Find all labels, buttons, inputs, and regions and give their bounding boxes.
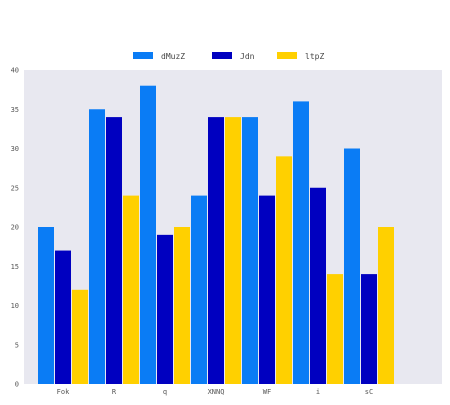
x-tick-label: q: [163, 388, 167, 396]
legend-swatch-ltpZ: [277, 52, 297, 59]
bar-ltpZ-Fok: [72, 289, 88, 384]
legend-label-Jdn: Jdn: [240, 52, 255, 61]
bar-ltpZ-q: [174, 227, 190, 384]
bar-Jdn-sC: [361, 274, 377, 384]
x-tick-label: R: [112, 388, 117, 396]
legend-swatch-Jdn: [212, 52, 232, 59]
y-tick-label: 40: [11, 67, 19, 75]
bar-Jdn-q: [157, 234, 173, 384]
bar-dMuzZ-R: [89, 109, 105, 384]
bar-dMuzZ-i: [293, 101, 309, 385]
bar-Jdn-i: [310, 187, 326, 384]
y-axis: 0 5 10 15 20 25 30 35 40: [11, 67, 19, 389]
legend-swatch-dMuzZ: [133, 52, 153, 59]
y-tick-label: 25: [11, 184, 19, 192]
bar-Jdn-R: [106, 117, 122, 384]
x-tick-label: i: [316, 388, 320, 396]
x-tick-label: XNNQ: [208, 388, 225, 396]
bar-dMuzZ-q: [140, 85, 156, 384]
y-tick-label: 0: [15, 381, 19, 389]
legend: dMuzZ Jdn ltpZ: [133, 52, 324, 61]
bar-dMuzZ-sC: [344, 148, 360, 384]
x-tick-label: WF: [263, 388, 271, 396]
bars-group: [38, 85, 394, 385]
bar-dMuzZ-WF: [242, 117, 258, 384]
bar-Jdn-XNNQ: [208, 117, 224, 384]
y-tick-label: 15: [11, 263, 19, 271]
bar-ltpZ-WF: [276, 156, 292, 384]
x-tick-label: Fok: [57, 388, 70, 396]
bar-ltpZ-sC: [378, 227, 394, 384]
y-tick-label: 5: [15, 341, 19, 349]
y-tick-label: 20: [11, 224, 19, 232]
legend-label-ltpZ: ltpZ: [305, 52, 324, 61]
x-tick-label: sC: [365, 388, 373, 396]
bar-ltpZ-R: [123, 195, 139, 384]
y-tick-label: 30: [11, 145, 19, 153]
bar-ltpZ-i: [327, 274, 343, 384]
bar-dMuzZ-Fok: [38, 227, 54, 384]
y-tick-label: 35: [11, 106, 19, 114]
bar-Jdn-Fok: [55, 250, 71, 384]
bar-Jdn-WF: [259, 195, 275, 384]
legend-label-dMuzZ: dMuzZ: [161, 52, 185, 61]
bar-ltpZ-XNNQ: [225, 117, 241, 384]
bar-dMuzZ-XNNQ: [191, 195, 207, 384]
y-tick-label: 10: [11, 302, 19, 310]
